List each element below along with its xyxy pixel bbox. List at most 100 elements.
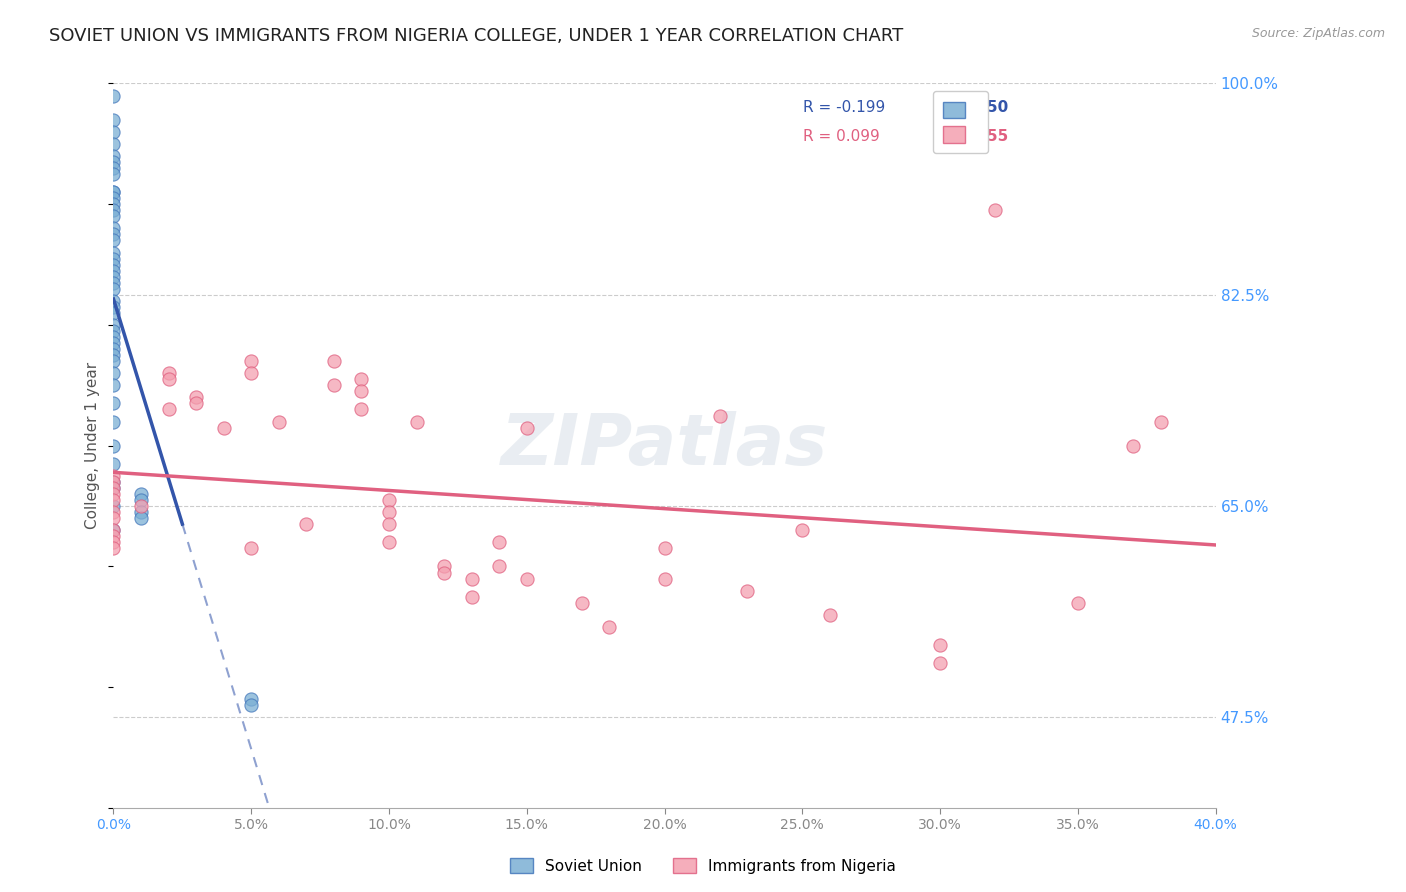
Point	[240, 354, 263, 368]
Point	[929, 638, 952, 652]
Point	[103, 469, 125, 483]
Point	[129, 511, 152, 525]
Point	[103, 475, 125, 489]
Point	[323, 378, 346, 392]
Point	[350, 384, 373, 399]
Point	[103, 191, 125, 205]
Point	[103, 197, 125, 211]
Point	[103, 505, 125, 519]
Point	[103, 167, 125, 181]
Point	[1122, 439, 1144, 453]
Point	[103, 185, 125, 199]
Point	[103, 324, 125, 338]
Text: Source: ZipAtlas.com: Source: ZipAtlas.com	[1251, 27, 1385, 40]
Point	[103, 125, 125, 139]
Point	[129, 505, 152, 519]
Point	[378, 517, 401, 532]
Point	[103, 234, 125, 248]
Point	[792, 523, 814, 537]
Point	[103, 269, 125, 284]
Point	[433, 559, 456, 574]
Point	[103, 511, 125, 525]
Point	[103, 523, 125, 537]
Point	[103, 336, 125, 351]
Point	[103, 475, 125, 489]
Point	[240, 692, 263, 706]
Point	[103, 481, 125, 495]
Point	[323, 354, 346, 368]
Point	[654, 541, 676, 556]
Point	[1067, 596, 1090, 610]
Point	[103, 493, 125, 508]
Text: R = 0.099: R = 0.099	[803, 128, 880, 144]
Point	[378, 505, 401, 519]
Point	[267, 415, 290, 429]
Point	[460, 590, 482, 604]
Point	[103, 499, 125, 513]
Point	[103, 161, 125, 175]
Point	[103, 221, 125, 235]
Legend: Soviet Union, Immigrants from Nigeria: Soviet Union, Immigrants from Nigeria	[505, 852, 901, 880]
Point	[157, 402, 180, 417]
Point	[516, 572, 538, 586]
Point	[240, 541, 263, 556]
Point	[129, 499, 152, 513]
Point	[460, 572, 482, 586]
Point	[103, 112, 125, 127]
Point	[103, 185, 125, 199]
Point	[735, 583, 758, 598]
Legend: , : ,	[932, 91, 987, 153]
Text: R = -0.199: R = -0.199	[803, 100, 886, 115]
Point	[103, 245, 125, 260]
Point	[103, 541, 125, 556]
Point	[984, 203, 1007, 218]
Point	[103, 203, 125, 218]
Point	[103, 439, 125, 453]
Point	[378, 493, 401, 508]
Point	[405, 415, 427, 429]
Point	[103, 258, 125, 272]
Point	[103, 487, 125, 501]
Point	[212, 420, 235, 434]
Point	[103, 276, 125, 290]
Point	[571, 596, 593, 610]
Point	[103, 481, 125, 495]
Point	[103, 306, 125, 320]
Point	[488, 535, 510, 549]
Point	[295, 517, 318, 532]
Point	[103, 348, 125, 362]
Point	[103, 354, 125, 368]
Point	[103, 282, 125, 296]
Point	[129, 487, 152, 501]
Point	[157, 372, 180, 386]
Point	[103, 523, 125, 537]
Point	[1149, 415, 1171, 429]
Text: N = 50: N = 50	[950, 100, 1008, 115]
Point	[818, 607, 841, 622]
Point	[103, 227, 125, 242]
Text: N = 55: N = 55	[950, 128, 1008, 144]
Point	[488, 559, 510, 574]
Point	[240, 366, 263, 380]
Point	[350, 402, 373, 417]
Point	[350, 372, 373, 386]
Point	[103, 535, 125, 549]
Point	[103, 342, 125, 356]
Point	[186, 391, 208, 405]
Point	[103, 149, 125, 163]
Point	[929, 656, 952, 670]
Point	[103, 330, 125, 344]
Point	[103, 415, 125, 429]
Point	[103, 136, 125, 151]
Point	[378, 535, 401, 549]
Point	[433, 566, 456, 580]
Point	[103, 378, 125, 392]
Point	[103, 155, 125, 169]
Point	[103, 252, 125, 266]
Point	[186, 396, 208, 410]
Point	[157, 366, 180, 380]
Point	[103, 263, 125, 277]
Point	[598, 620, 620, 634]
Y-axis label: College, Under 1 year: College, Under 1 year	[86, 362, 100, 529]
Point	[103, 366, 125, 380]
